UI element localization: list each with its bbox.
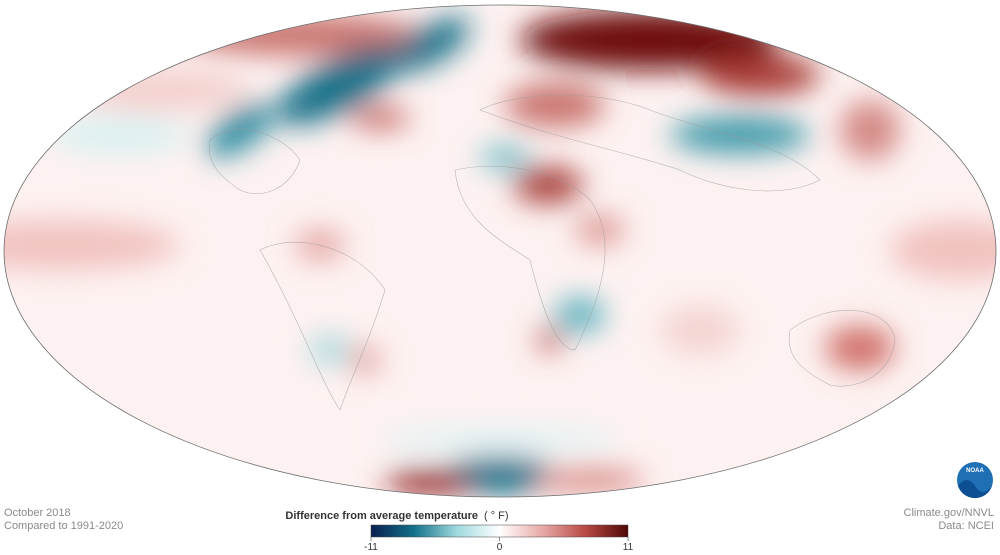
date-label: October 2018 bbox=[4, 507, 71, 519]
legend-title: Difference from average temperature bbox=[285, 510, 478, 522]
colorbar-ticks: -11 0 11 bbox=[364, 537, 634, 553]
noaa-logo: NOAA bbox=[957, 462, 993, 499]
anomaly-field bbox=[4, 10, 996, 494]
globe-outline bbox=[3, 4, 997, 498]
tick-label: 0 bbox=[497, 542, 503, 553]
logo-text: NOAA bbox=[966, 468, 984, 474]
tick-label: 11 bbox=[623, 542, 634, 553]
credit-label: Climate.gov/NNVL bbox=[904, 507, 994, 519]
colorbar bbox=[370, 524, 629, 538]
tick-label: -11 bbox=[364, 542, 378, 553]
legend-unit: ( ° F) bbox=[484, 510, 509, 522]
globe-map bbox=[3, 4, 997, 498]
baseline-label: Compared to 1991-2020 bbox=[4, 520, 123, 532]
source-label: Data: NCEI bbox=[938, 520, 994, 532]
